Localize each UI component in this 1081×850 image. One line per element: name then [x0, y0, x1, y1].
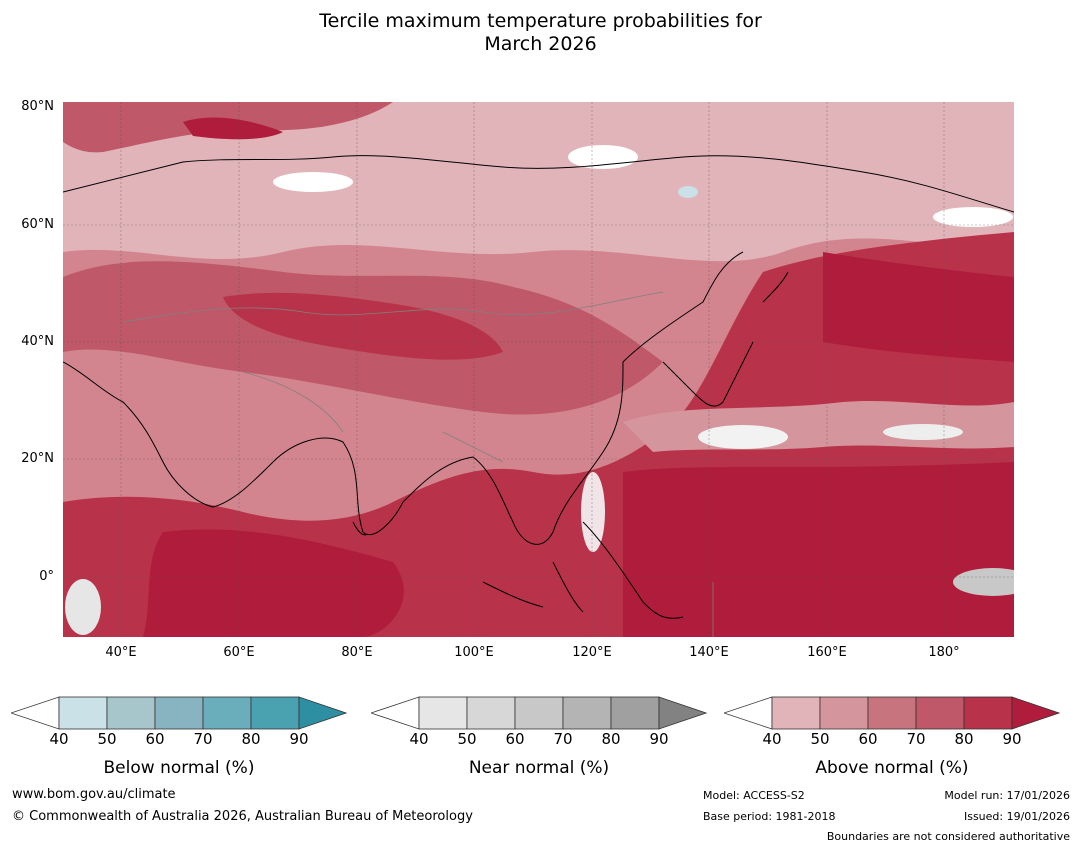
colorbar-segment — [418, 696, 468, 730]
colorbar-segment — [658, 696, 707, 730]
tick-label: 50 — [810, 730, 830, 748]
central-asia-core-region — [223, 292, 503, 360]
map-title: Tercile maximum temperature probabilitie… — [0, 10, 1081, 56]
colorbar-segment — [202, 696, 252, 730]
tick-label: 50 — [97, 730, 117, 748]
colorbar-segment — [371, 696, 420, 730]
lon-label-160e: 160°E — [807, 645, 847, 660]
near-normal-patch-7 — [953, 568, 1014, 596]
website-link[interactable]: www.bom.gov.au/climate — [12, 787, 176, 802]
lat-label-20n: 20°N — [21, 451, 54, 466]
colorbar-segment — [154, 696, 204, 730]
lon-label-60e: 60°E — [223, 645, 255, 660]
tick-label: 80 — [601, 730, 621, 748]
lon-label-120e: 120°E — [572, 645, 612, 660]
colorbar-ticks: 40 50 60 70 80 90 — [371, 730, 707, 748]
north-pacific-core-region — [823, 252, 1014, 362]
colorbar-segment — [250, 696, 300, 730]
colorbar-segment — [106, 696, 156, 730]
tick-label: 90 — [289, 730, 309, 748]
legend-title: Near normal (%) — [468, 758, 610, 778]
near-normal-patch-6 — [933, 207, 1013, 227]
indian-ocean-core-region — [143, 529, 404, 637]
colorbar-segment — [11, 696, 60, 730]
above-normal-50-region — [63, 102, 1014, 262]
title-line-2: March 2026 — [484, 33, 597, 55]
issued-date: Issued: 19/01/2026 — [963, 810, 1070, 823]
tick-label: 60 — [505, 730, 525, 748]
tick-label: 40 — [762, 730, 782, 748]
near-normal-patch-3 — [581, 472, 605, 552]
map-canvas — [63, 102, 1014, 637]
tick-label: 60 — [145, 730, 165, 748]
colorbar-segment — [771, 696, 821, 730]
near-normal-patch-1 — [698, 425, 788, 449]
near-normal-patch-5 — [568, 145, 638, 169]
tick-label: 70 — [906, 730, 926, 748]
lon-label-140e: 140°E — [689, 645, 729, 660]
below-normal-patch — [678, 186, 698, 198]
lon-label-100e: 100°E — [454, 645, 494, 660]
colorbar-ticks: 40 50 60 70 80 90 — [724, 730, 1060, 748]
lon-label-40e: 40°E — [105, 645, 137, 660]
western-pacific-core-region — [623, 462, 1014, 637]
coastlines — [63, 155, 1014, 619]
colorbar-segment — [724, 696, 773, 730]
copyright-text: © Commonwealth of Australia 2026, Austra… — [12, 809, 473, 824]
colorbar-segment — [610, 696, 660, 730]
colorbar-segment — [58, 696, 108, 730]
colorbar-segment — [915, 696, 965, 730]
colorbar-above-normal — [724, 696, 1060, 730]
legend-near-normal: 40 50 60 70 80 90 Near normal (%) — [371, 696, 707, 786]
colorbar-segment — [298, 696, 347, 730]
legend-title: Above normal (%) — [815, 758, 969, 778]
base-period: Base period: 1981-2018 — [703, 810, 836, 823]
tick-label: 40 — [409, 730, 429, 748]
near-normal-patch-8 — [65, 579, 101, 635]
colorbar-segment — [819, 696, 869, 730]
tick-label: 80 — [241, 730, 261, 748]
legend-below-normal: 40 50 60 70 80 90 Below normal (%) — [11, 696, 347, 786]
boundaries-disclaimer: Boundaries are not considered authoritat… — [826, 830, 1070, 843]
lat-label-40n: 40°N — [21, 334, 54, 349]
legend-title: Below normal (%) — [103, 758, 255, 778]
tick-label: 70 — [553, 730, 573, 748]
tick-label: 60 — [858, 730, 878, 748]
tick-label: 90 — [1002, 730, 1022, 748]
country-borders — [122, 291, 714, 637]
lat-label-80n: 80°N — [21, 99, 54, 114]
graticule — [63, 102, 1014, 637]
title-line-1: Tercile maximum temperature probabilitie… — [319, 10, 762, 32]
tick-label: 70 — [193, 730, 213, 748]
tick-label: 90 — [649, 730, 669, 748]
colorbar-segment — [562, 696, 612, 730]
colorbar-below-normal — [11, 696, 347, 730]
colorbar-near-normal — [371, 696, 707, 730]
colorbar-ticks: 40 50 60 70 80 90 — [11, 730, 347, 748]
tick-label: 80 — [954, 730, 974, 748]
near-normal-patch-2 — [883, 424, 963, 440]
probability-map — [63, 102, 1014, 637]
model-name: Model: ACCESS-S2 — [703, 789, 805, 802]
model-run-date: Model run: 17/01/2026 — [944, 789, 1070, 802]
near-normal-patch-4 — [273, 172, 353, 192]
tick-label: 40 — [49, 730, 69, 748]
lat-label-0: 0° — [39, 569, 54, 584]
colorbar-segment — [867, 696, 917, 730]
colorbar-segment — [963, 696, 1013, 730]
colorbar-segment — [1011, 696, 1060, 730]
arctic-core-region — [183, 117, 283, 140]
legend-above-normal: 40 50 60 70 80 90 Above normal (%) — [724, 696, 1060, 786]
lat-label-60n: 60°N — [21, 217, 54, 232]
colorbar-segment — [466, 696, 516, 730]
lon-label-180: 180° — [928, 645, 960, 660]
tick-label: 50 — [457, 730, 477, 748]
lon-label-80e: 80°E — [341, 645, 373, 660]
colorbar-segment — [514, 696, 564, 730]
